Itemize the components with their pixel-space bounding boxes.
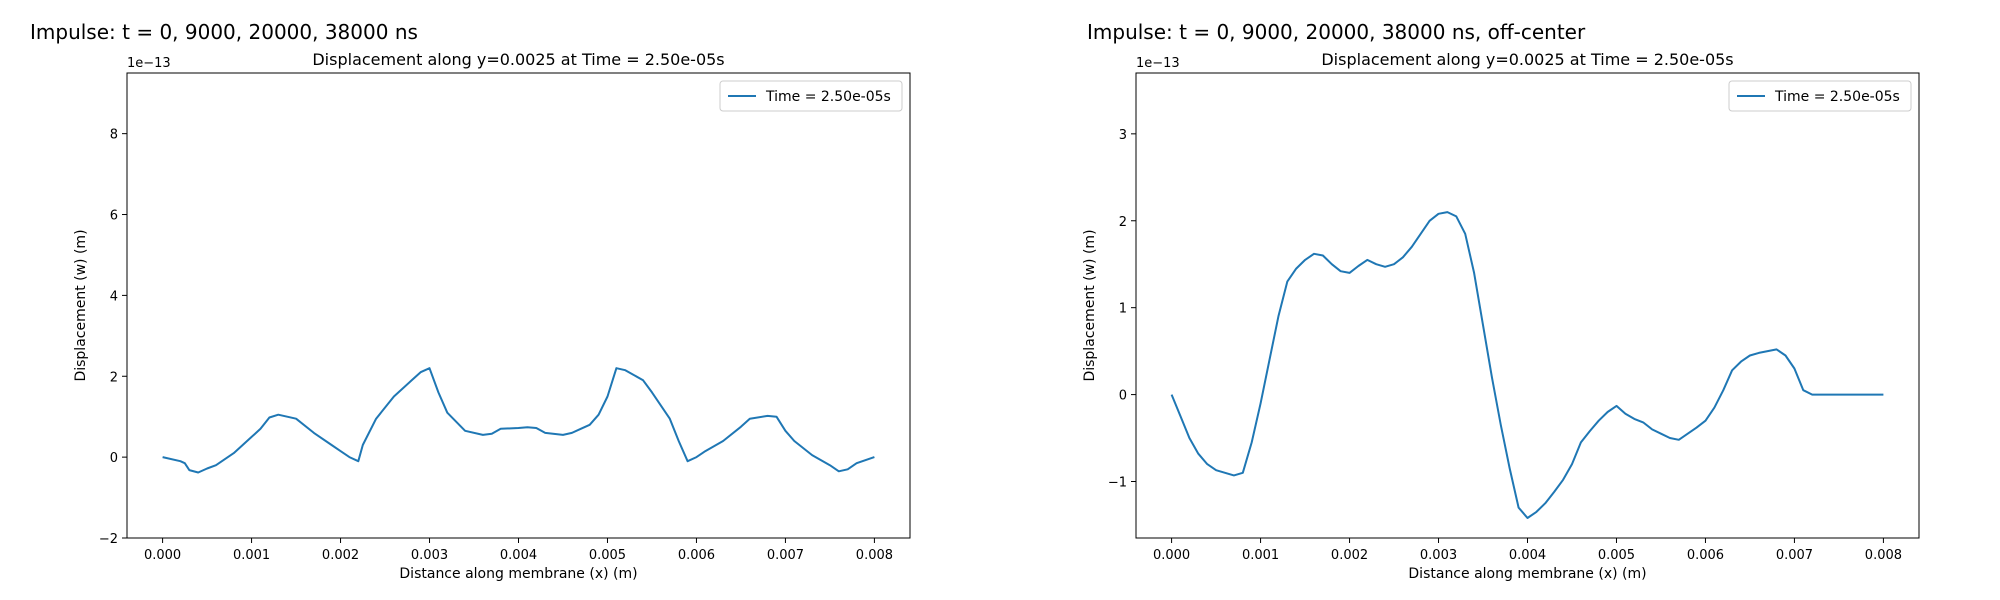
chart1-legend-box: [719, 80, 903, 112]
chart2-legend-box: [1728, 80, 1912, 112]
chart2-y-axis-label: Displacement (w) (m): [1082, 229, 1098, 381]
chart1-y-axis-label: Displacement (w) (m): [73, 229, 89, 381]
chart1-x-tick-label: 0.001: [233, 548, 270, 563]
chart2-x-tick-label: 0.004: [1509, 548, 1546, 563]
chart2-x-axis-label: Distance along membrane (x) (m): [1408, 566, 1646, 582]
chart2-series-line: [1170, 211, 1884, 519]
chart2-x-tick-label: 0.005: [1598, 548, 1635, 563]
chart2-y-tick-label: −1: [1108, 476, 1127, 491]
chart2-x-tick-label: 0.007: [1776, 548, 1813, 563]
chart2-x-tick-label: 0.002: [1331, 548, 1368, 563]
chart1-y-tick-label: 8: [110, 128, 118, 143]
chart2-title: Displacement along y=0.0025 at Time = 2.…: [1321, 50, 1733, 69]
chart1-y-tick-label: 6: [110, 209, 118, 224]
chart2-y-tick-label: 0: [1119, 389, 1127, 404]
chart1-x-tick-label: 0.004: [500, 548, 537, 563]
chart1-x-tick-label: 0.003: [411, 548, 448, 563]
chart1-y-tick-label: 0: [110, 451, 118, 466]
chart2-y-tick-label: 3: [1119, 128, 1127, 143]
chart2-y-tick-label: 1: [1119, 302, 1127, 317]
chart1-title: Displacement along y=0.0025 at Time = 2.…: [312, 50, 724, 69]
chart2-x-tick-label: 0.006: [1687, 548, 1724, 563]
chart1-y-tick-label: 4: [110, 289, 118, 304]
chart1-offset-text: 1e−13: [127, 56, 171, 71]
chart1-x-tick-label: 0.000: [144, 548, 181, 563]
chart1-axes-frame: [126, 72, 911, 539]
figure-suptitle-left: Impulse: t = 0, 9000, 20000, 38000 ns: [30, 20, 418, 44]
chart1-x-tick-label: 0.008: [856, 548, 893, 563]
chart1-y-tick-label: −2: [99, 532, 118, 547]
chart1-legend-label: Time = 2.50e-05s: [765, 89, 891, 105]
chart2-offset-text: 1e−13: [1136, 56, 1180, 71]
chart1-y-tick-label: 2: [110, 370, 118, 385]
chart2-x-tick-label: 0.008: [1865, 548, 1902, 563]
chart2-x-tick-label: 0.000: [1153, 548, 1190, 563]
chart1-x-tick-label: 0.002: [322, 548, 359, 563]
chart1-x-tick-label: 0.006: [678, 548, 715, 563]
chart2-axes-frame: [1135, 72, 1920, 539]
chart1-series-line: [162, 367, 875, 474]
chart1-x-axis-label: Distance along membrane (x) (m): [399, 566, 637, 582]
chart2-legend-label: Time = 2.50e-05s: [1774, 89, 1900, 105]
figure-suptitle-right: Impulse: t = 0, 9000, 20000, 38000 ns, o…: [1087, 20, 1586, 44]
chart2-x-tick-label: 0.001: [1242, 548, 1279, 563]
chart1-x-tick-label: 0.007: [767, 548, 804, 563]
chart1-x-tick-label: 0.005: [589, 548, 626, 563]
chart2-y-tick-label: 2: [1119, 215, 1127, 230]
chart2-x-tick-label: 0.003: [1420, 548, 1457, 563]
